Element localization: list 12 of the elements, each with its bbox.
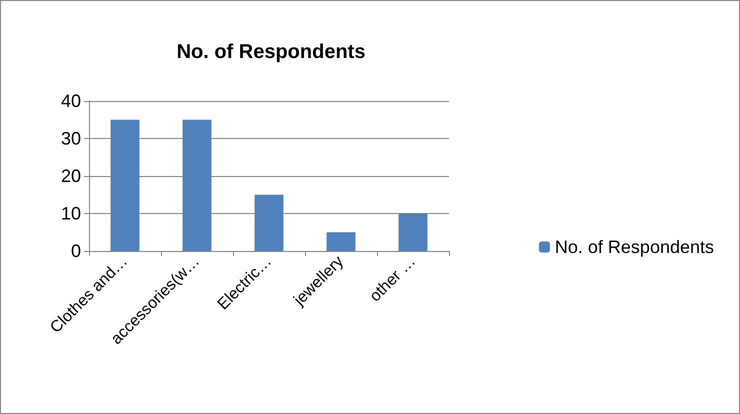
chart-title: No. of Respondents [176, 41, 366, 63]
y-tick-label: 30 [60, 128, 81, 148]
y-tick-label: 40 [60, 91, 81, 111]
bar [326, 232, 356, 251]
bar [182, 120, 212, 251]
y-tick-label: 10 [60, 204, 81, 224]
y-tick-label: 0 [70, 241, 81, 261]
bar [110, 120, 140, 251]
legend-label: No. of Respondents [554, 237, 714, 257]
bar [254, 194, 284, 251]
y-tick-label: 20 [60, 166, 81, 186]
bar [398, 214, 428, 251]
